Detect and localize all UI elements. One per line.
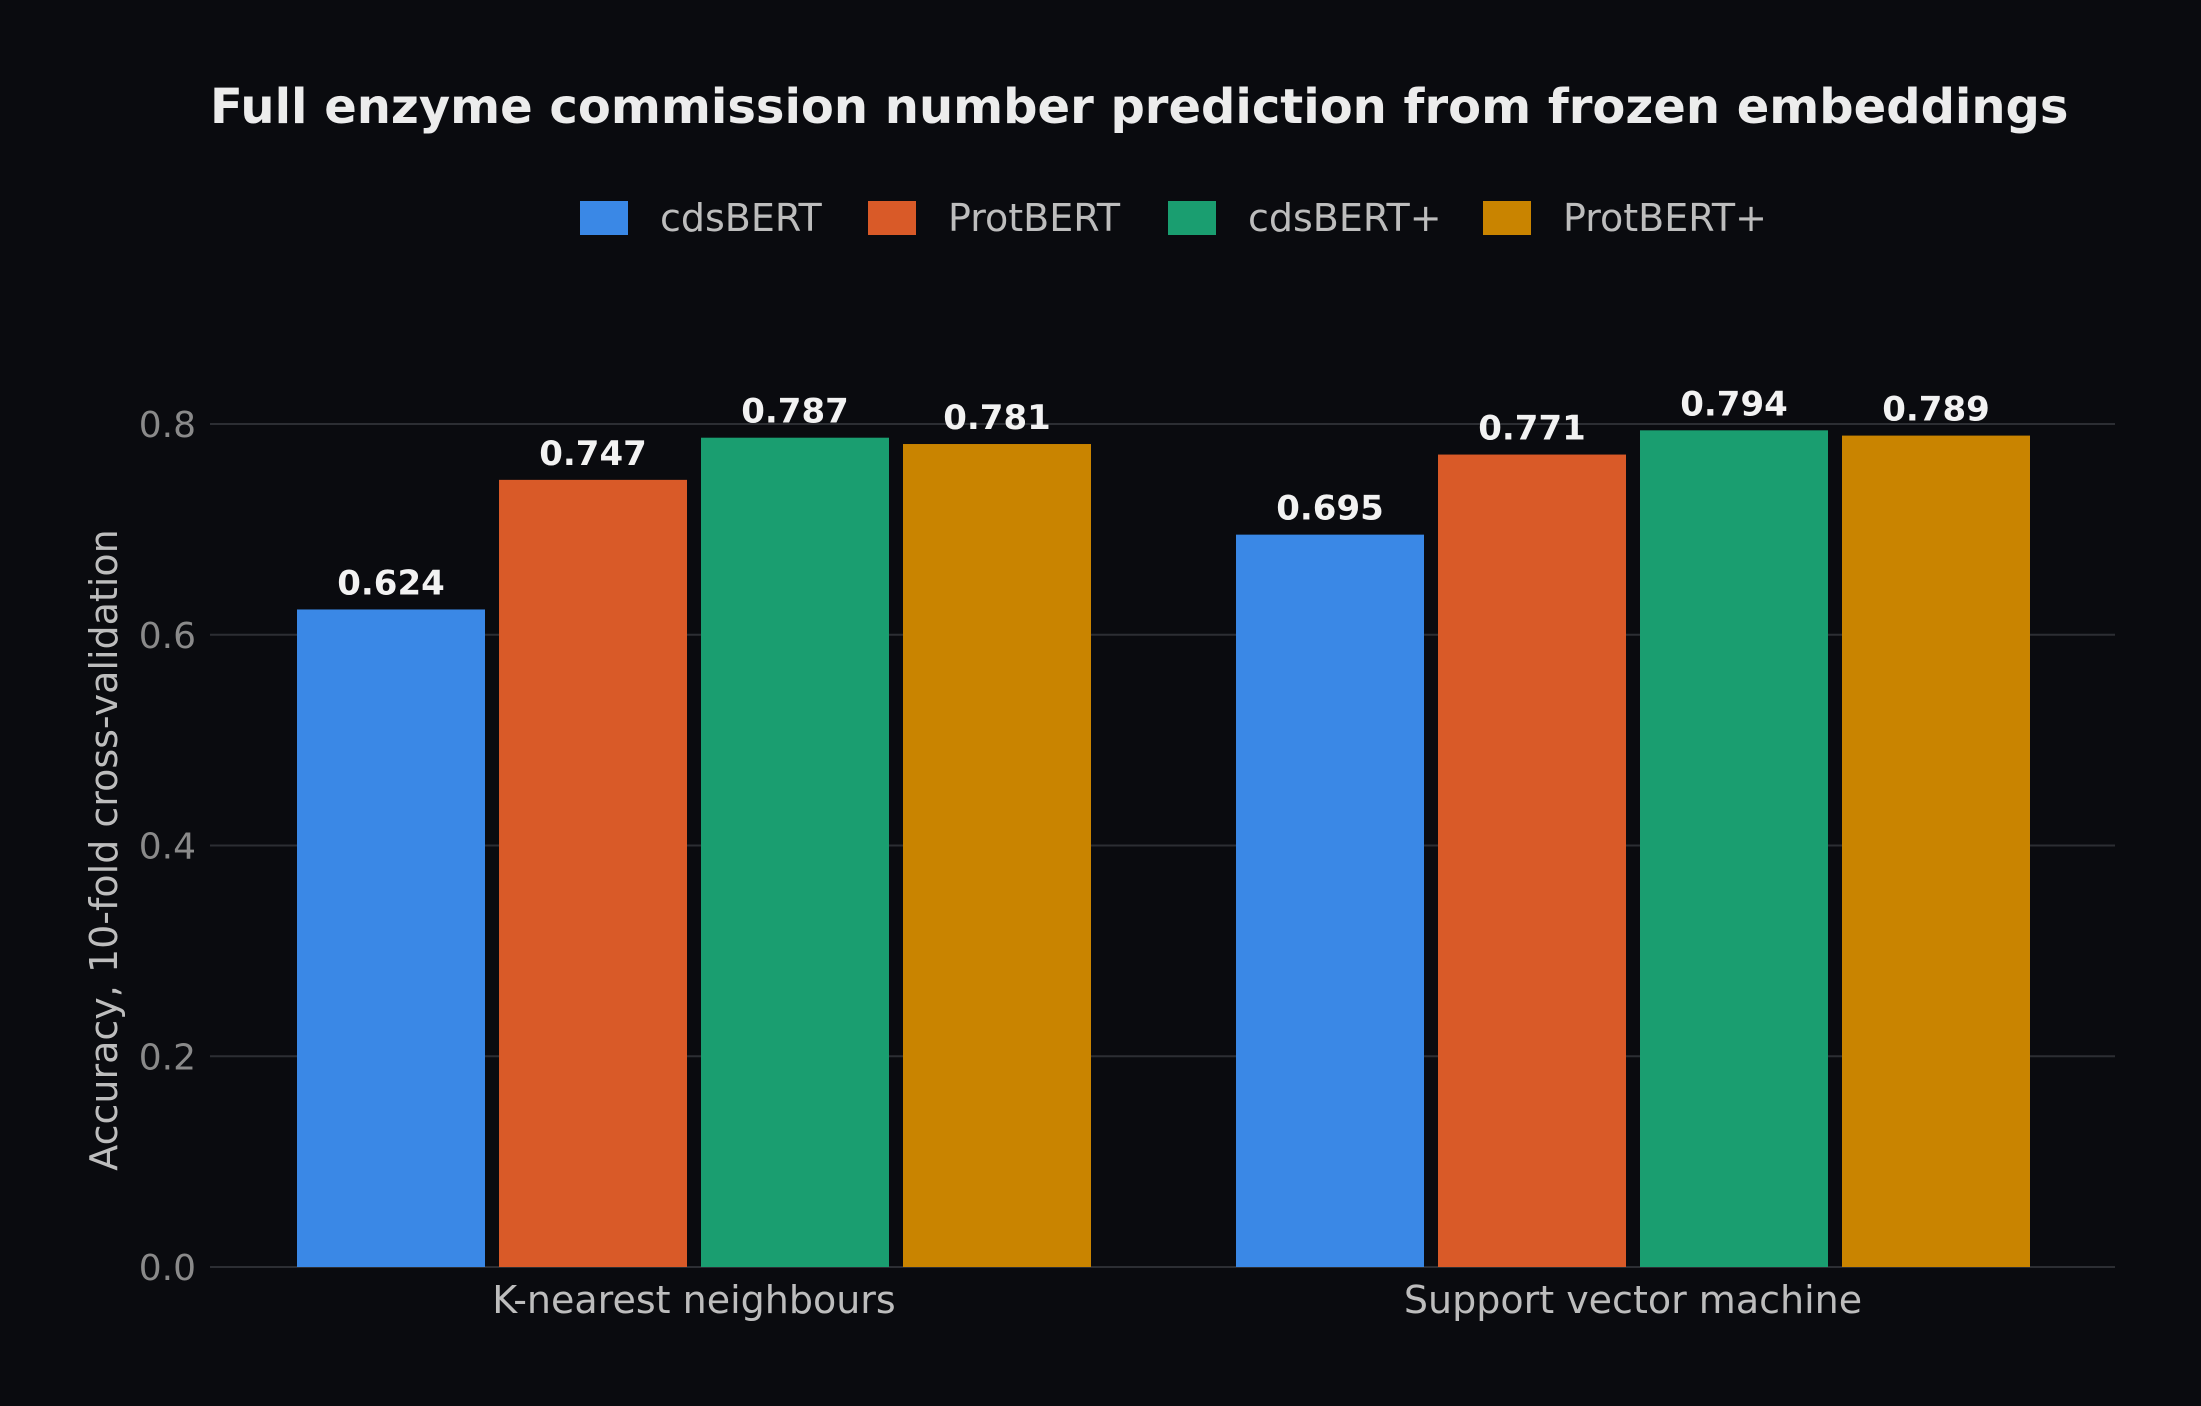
bar-value-label: 0.787 [741, 392, 849, 432]
bar [1236, 534, 1424, 1267]
legend: cdsBERT ProtBERT cdsBERT+ ProtBERT+ [580, 196, 1767, 240]
x-axis-categories: K-nearest neighbours Support vector machi… [492, 1278, 1862, 1322]
legend-swatch [1483, 201, 1531, 235]
legend-label: cdsBERT+ [1248, 196, 1442, 240]
y-tick-label: 0.2 [139, 1037, 196, 1078]
x-category-label: K-nearest neighbours [492, 1278, 895, 1322]
bar [1438, 454, 1626, 1268]
y-tick-label: 0.8 [139, 405, 196, 446]
gridlines [210, 423, 2115, 1268]
bars [297, 430, 2030, 1268]
bar-value-label: 0.624 [337, 563, 445, 603]
y-tick-label: 0.6 [139, 616, 196, 657]
value-labels: 0.624 0.747 0.787 0.781 0.695 0.771 0.794 0.789 [337, 384, 1990, 603]
y-tick-label: 0.0 [139, 1248, 196, 1289]
y-tick-label: 0.4 [139, 827, 196, 868]
y-axis-ticks: 0.0 0.2 0.4 0.6 0.8 [139, 405, 196, 1289]
bar-value-label: 0.794 [1680, 384, 1788, 424]
bar [499, 479, 687, 1267]
legend-swatch [868, 201, 916, 235]
y-axis-label: Accuracy, 10-fold cross-validation [82, 529, 126, 1170]
bar-value-label: 0.747 [539, 434, 647, 474]
bar [1842, 435, 2030, 1267]
bar [1640, 430, 1828, 1267]
legend-label: cdsBERT [660, 196, 823, 240]
legend-label: ProtBERT [948, 196, 1121, 240]
bar-value-label: 0.781 [943, 398, 1051, 438]
bar [297, 609, 485, 1267]
bar-value-label: 0.695 [1276, 489, 1384, 529]
chart-title: Full enzyme commission number prediction… [210, 79, 2068, 135]
legend-label: ProtBERT+ [1563, 196, 1767, 240]
legend-swatch [580, 201, 628, 235]
bar [903, 444, 1091, 1267]
bar-value-label: 0.789 [1882, 390, 1990, 430]
x-category-label: Support vector machine [1404, 1278, 1862, 1322]
legend-swatch [1168, 201, 1216, 235]
bar [701, 437, 889, 1268]
bar-value-label: 0.771 [1478, 409, 1586, 449]
